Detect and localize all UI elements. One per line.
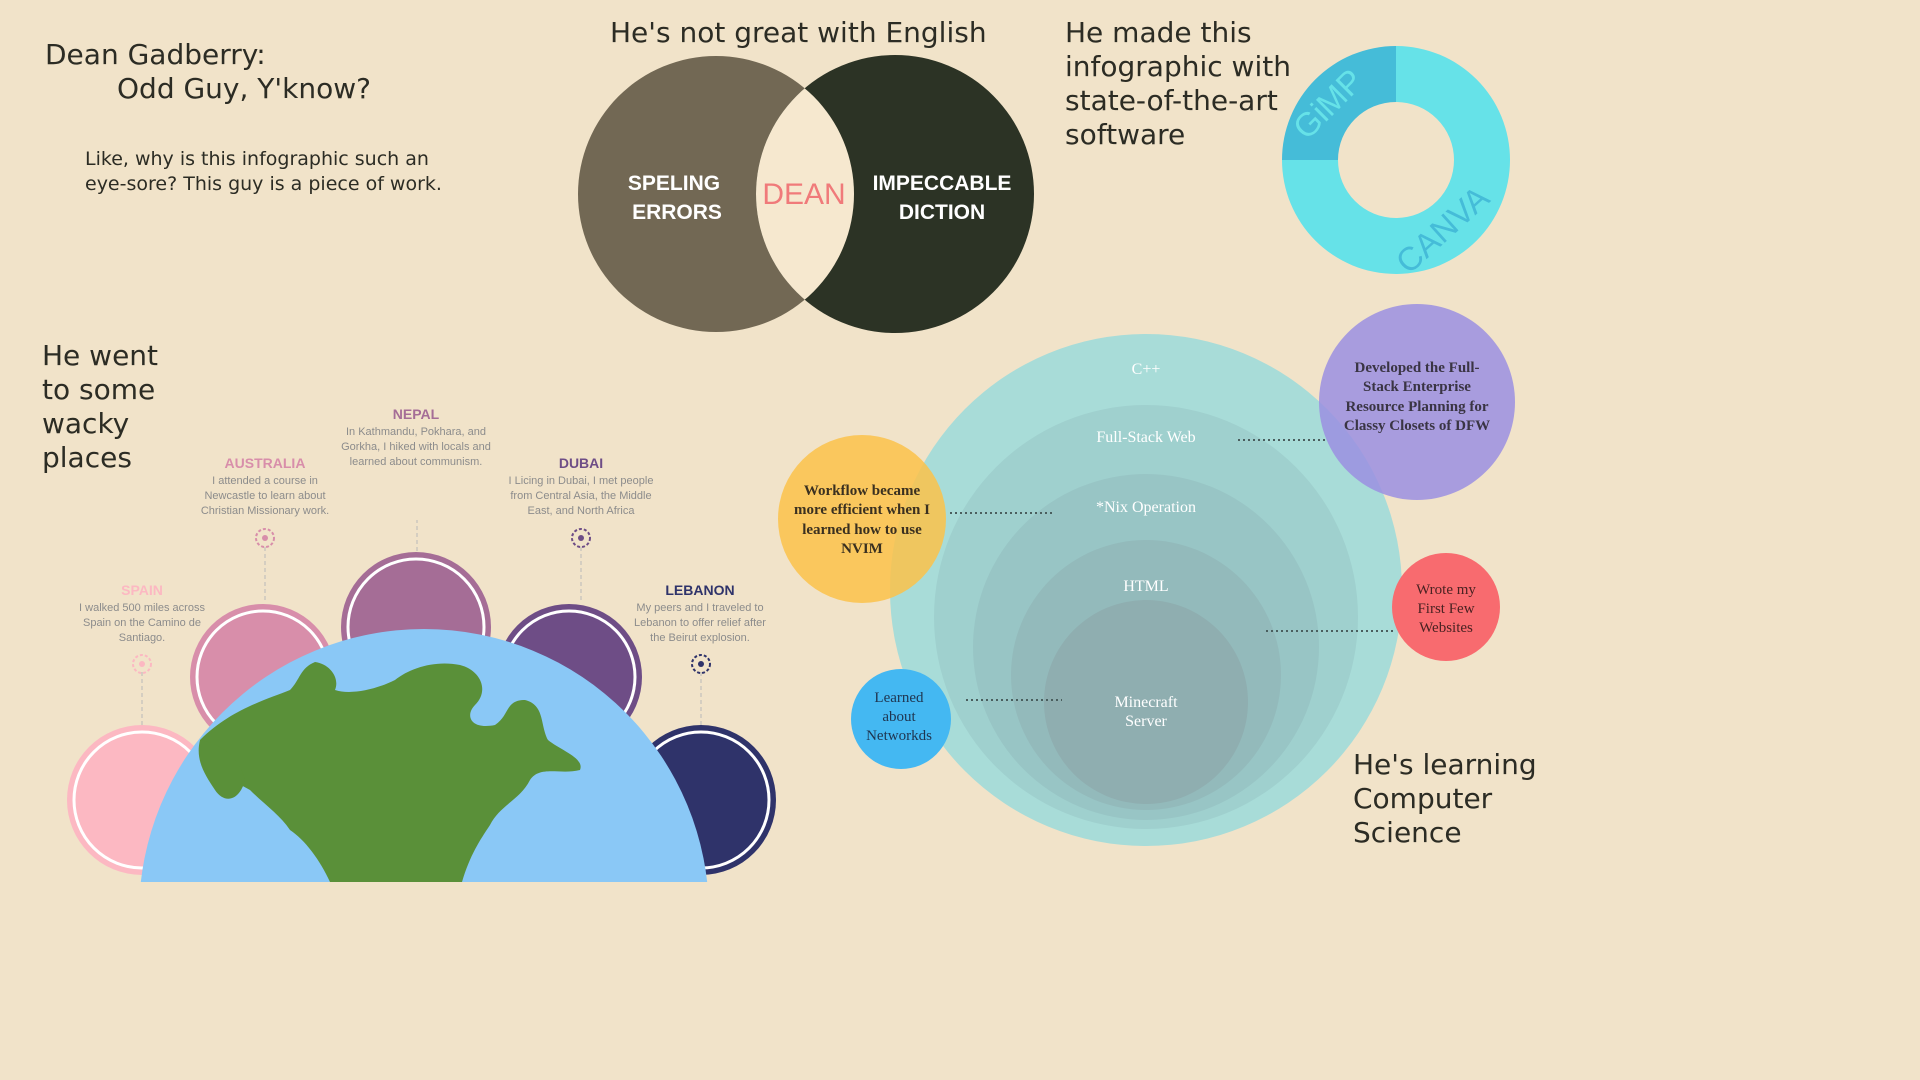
place-lebanon: LEBANON My peers and I traveled to Leban…	[615, 582, 785, 646]
place-australia-name: AUSTRALIA	[224, 455, 306, 471]
place-australia-desc-line2: Newcastle to learn about	[204, 489, 326, 502]
cs-level-5-circle	[1044, 600, 1248, 804]
main-title: Dean Gadberry: Odd Guy, Y'know?	[45, 38, 371, 105]
place-lebanon-desc-line1: My peers and I traveled to	[636, 602, 764, 614]
cs-level-2-label: Full-Stack Web	[1096, 429, 1195, 446]
venn-left-label-1: SPELING	[628, 172, 720, 195]
main-title-line2: Odd Guy, Y'know?	[117, 71, 371, 105]
erp-bubble-line2: Stack Enterprise	[1363, 379, 1471, 395]
donut-segment-gimp	[1282, 46, 1396, 160]
spain-pin-icon	[132, 654, 152, 674]
erp-bubble-line3: Resource Planning for	[1345, 399, 1488, 415]
cs-title-line3: Science	[1353, 816, 1462, 849]
travel-title: He went to some wacky places	[42, 339, 158, 475]
travel-graphic	[67, 520, 776, 882]
cs-level-5-label-1: Minecraft	[1114, 694, 1178, 711]
earth-globe-icon	[140, 629, 708, 882]
cs-title-line1: He's learning	[1353, 748, 1537, 781]
venn-right-label-1: IMPECCABLE	[873, 172, 1012, 195]
place-nepal-desc-line3: learned about communism.	[349, 455, 483, 468]
nvim-bubble-line3: learned how to use	[802, 522, 922, 538]
network-bubble-line3: Networkds	[866, 728, 932, 744]
nvim-bubble-line4: NVIM	[841, 541, 883, 557]
cs-level-3-label: *Nix Operation	[1096, 499, 1196, 516]
venn-diagram: SPELING ERRORS DEAN IMPECCABLE DICTION	[578, 55, 1034, 333]
network-bubble	[851, 669, 951, 769]
place-dubai-desc-line1: I Licing in Dubai, I met people	[508, 475, 654, 487]
australia-pin-icon	[255, 528, 275, 548]
place-lebanon-name: LEBANON	[665, 582, 735, 598]
venn-left-label-2: ERRORS	[632, 201, 722, 224]
place-spain-desc-line1: I walked 500 miles across	[79, 602, 205, 614]
venn-right-label-2: DICTION	[899, 201, 985, 224]
place-spain-name: SPAIN	[121, 582, 163, 598]
place-spain-desc-line2: Spain on the Camino de	[82, 616, 202, 629]
network-bubble-line2: about	[882, 709, 916, 725]
software-title-line1: He made this	[1065, 16, 1252, 49]
place-australia: AUSTRALIA I attended a course in Newcast…	[180, 455, 350, 519]
main-subtitle: Like, why is this infographic such an ey…	[85, 147, 442, 196]
software-title-line2: infographic with	[1065, 50, 1291, 83]
software-donut: GiMP CANVA	[1282, 46, 1510, 276]
place-spain: SPAIN I walked 500 miles across Spain on…	[57, 582, 227, 646]
erp-bubble	[1319, 304, 1515, 500]
erp-bubble-line4: Classy Closets of DFW	[1344, 418, 1490, 434]
place-dubai-name: DUBAI	[558, 455, 604, 471]
erp-bubble-line1: Developed the Full-	[1355, 360, 1480, 376]
web-bubble-line1: Wrote my	[1416, 582, 1476, 598]
main-title-line1: Dean Gadberry:	[45, 38, 266, 71]
cs-diagram: C++ Full-Stack Web *Nix Operation HTML M…	[778, 304, 1515, 846]
cs-title-line2: Computer	[1353, 782, 1493, 815]
travel-title-line3: wacky	[42, 407, 130, 440]
travel-title-line1: He went	[42, 339, 159, 372]
place-dubai-desc: I Licing in Dubai, I met people from Cen…	[496, 474, 666, 519]
place-lebanon-desc: My peers and I traveled to Lebanon to of…	[615, 601, 785, 646]
venn-intersection	[756, 56, 854, 332]
cs-title: He's learning Computer Science	[1353, 748, 1537, 850]
software-title: He made this infographic with state-of-t…	[1065, 16, 1291, 152]
place-australia-desc-line1: I attended a course in	[212, 475, 318, 487]
place-spain-desc-line3: Santiago.	[118, 631, 166, 644]
place-dubai: DUBAI I Licing in Dubai, I met people fr…	[496, 455, 666, 519]
network-bubble-line1: Learned	[874, 690, 924, 706]
nvim-bubble	[778, 435, 946, 603]
lebanon-pin-icon	[691, 654, 711, 674]
venn-center-label: DEAN	[762, 178, 845, 211]
place-spain-desc: I walked 500 miles across Spain on the C…	[57, 601, 227, 646]
place-dubai-desc-line2: from Central Asia, the Middle	[510, 489, 652, 502]
place-australia-desc: I attended a course in Newcastle to lear…	[180, 474, 350, 519]
dubai-pin-icon	[571, 528, 591, 548]
software-title-line4: software	[1065, 118, 1186, 151]
travel-title-line4: places	[42, 441, 132, 474]
venn-title: He's not great with English	[610, 16, 987, 49]
place-nepal-desc-line1: In Kathmandu, Pokhara, and	[345, 426, 487, 438]
place-lebanon-desc-line3: the Beirut explosion.	[650, 631, 750, 644]
place-nepal-desc-line2: Gorkha, I hiked with locals and	[341, 440, 491, 453]
place-australia-desc-line3: Christian Missionary work.	[200, 504, 330, 517]
web-bubble-line2: First Few	[1417, 601, 1474, 617]
cs-level-5-label-2: Server	[1125, 713, 1167, 730]
web-bubble-line3: Websites	[1419, 620, 1473, 636]
place-dubai-desc-line3: East, and North Africa	[527, 504, 635, 517]
cs-level-4-label: HTML	[1123, 578, 1168, 595]
travel-title-line2: to some	[42, 373, 156, 406]
place-nepal-desc: In Kathmandu, Pokhara, and Gorkha, I hik…	[326, 425, 506, 470]
software-title-line3: state-of-the-art	[1065, 84, 1278, 117]
donut-segment-canva	[1282, 46, 1510, 274]
subtitle-line1: Like, why is this infographic such an	[85, 148, 429, 170]
subtitle-line2: eye-sore? This guy is a piece of work.	[85, 172, 442, 195]
place-lebanon-desc-line2: Lebanon to offer relief after	[634, 616, 766, 629]
cs-level-1-label: C++	[1132, 361, 1161, 378]
web-bubble	[1392, 553, 1500, 661]
nvim-bubble-line1: Workflow became	[804, 483, 921, 499]
place-nepal: NEPAL In Kathmandu, Pokhara, and Gorkha,…	[326, 406, 506, 470]
place-nepal-name: NEPAL	[392, 406, 440, 422]
nvim-bubble-line2: more efficient when I	[794, 502, 930, 518]
